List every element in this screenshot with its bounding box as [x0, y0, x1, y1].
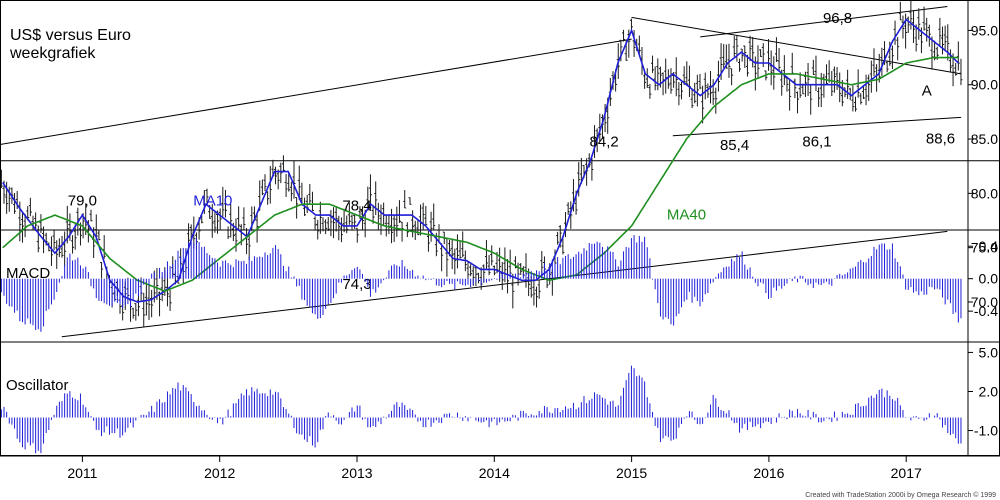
price-y-ticks: 70.0 75.0 80.0 85.0 90.0 95.0 — [968, 22, 998, 310]
x-tick-label: 2013 — [341, 465, 372, 481]
y-tick-label: -1.0 — [974, 423, 998, 439]
moving-averages — [2, 18, 959, 303]
y-tick-label: 80.0 — [971, 185, 998, 201]
annotation: 78,4 — [342, 198, 371, 215]
y-tick-label: 90.0 — [971, 77, 998, 93]
trendline-1 — [61, 230, 948, 338]
annotation: 84,2 — [590, 134, 619, 151]
annotation: MA40 — [667, 206, 706, 223]
y-tick-label: 5.0 — [979, 344, 999, 360]
trendline-0 — [0, 38, 632, 145]
y-tick-label: 70.0 — [971, 294, 998, 310]
chart-subtitle: weekgrafiek — [9, 45, 96, 62]
x-tick-label: 2012 — [204, 465, 235, 481]
trendlines — [0, 6, 1000, 338]
y-tick-label: 95.0 — [971, 22, 998, 38]
macd-y-ticks: 0.4 0.0 -0.4 — [968, 238, 998, 319]
annotation: 85,4 — [720, 137, 749, 154]
annotation: 88,6 — [926, 130, 955, 147]
price-panel: US$ versus Euro weekgrafiek 79,0 78,4 74,3… — [0, 0, 1000, 338]
chart-title: US$ versus Euro — [10, 27, 131, 44]
macd-panel: MACD 0.4 0.0 -0.4 — [0, 235, 998, 332]
annotation: 79,0 — [68, 192, 97, 209]
annotations: 79,0 78,4 74,3 84,2 85,4 86,1 88,6 96,8 A MA10 MA4… — [68, 10, 955, 293]
y-tick-label: 75.0 — [971, 240, 998, 256]
y-tick-label: -0.4 — [974, 303, 998, 319]
trendline-3 — [700, 6, 948, 38]
x-tick-label: 2016 — [753, 465, 784, 481]
annotation: MA10 — [193, 192, 232, 209]
annotation: 74,3 — [342, 276, 371, 293]
y-tick-label: 0.4 — [979, 238, 999, 254]
y-tick-label: 85.0 — [971, 131, 998, 147]
series-ma10 — [2, 18, 959, 303]
x-tick-label: 2017 — [891, 465, 922, 481]
y-tick-label: 2.0 — [979, 383, 999, 399]
series-ma40 — [2, 56, 959, 292]
oscillator-y-ticks: 5.0 2.0 -1.0 — [968, 344, 999, 439]
annotation: 86,1 — [802, 134, 831, 151]
annotation: A — [922, 83, 932, 100]
annotation: 96,8 — [823, 10, 852, 27]
oscillator-panel: Oscillator 5.0 2.0 -1.0 — [0, 344, 999, 454]
x-axis: 2011 2012 2013 2014 2015 2016 2017 — [67, 456, 922, 481]
trendline-2 — [631, 16, 962, 75]
macd-title: MACD — [6, 265, 50, 282]
chart-frame — [0, 0, 1000, 457]
trendline-4 — [672, 116, 962, 137]
footer-credit: Created with TradeStation 2000i by Omega… — [805, 491, 996, 499]
x-tick-label: 2015 — [616, 465, 647, 481]
oscillator-title: Oscillator — [6, 377, 69, 394]
y-tick-label: 0.0 — [979, 271, 999, 287]
x-tick-label: 2014 — [479, 465, 510, 481]
x-tick-label: 2011 — [67, 465, 97, 481]
